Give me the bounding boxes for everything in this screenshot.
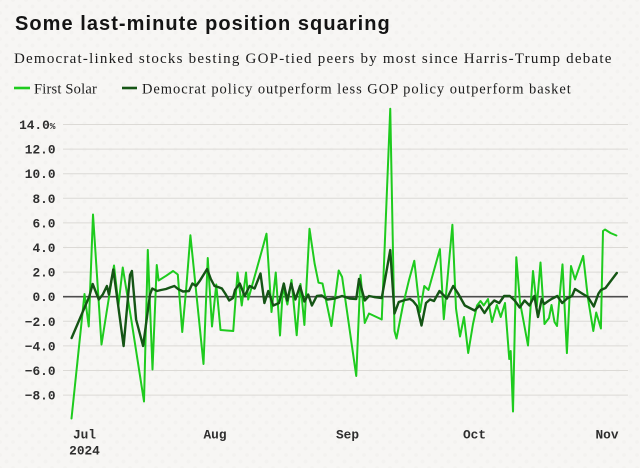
svg-text:12.0: 12.0 (25, 143, 56, 158)
svg-text:−4.0: −4.0 (25, 339, 56, 354)
svg-text:Some last-minute position squa: Some last-minute position squaring (15, 13, 391, 35)
svg-text:−6.0: −6.0 (25, 364, 56, 379)
svg-text:8.0: 8.0 (32, 192, 55, 207)
svg-text:Democrat-linked stocks besting: Democrat-linked stocks besting GOP-tied … (14, 51, 613, 67)
svg-text:−2.0: −2.0 (25, 315, 56, 330)
svg-text:4.0: 4.0 (32, 241, 55, 256)
svg-text:0.0: 0.0 (32, 290, 55, 305)
svg-text:6.0: 6.0 (32, 216, 55, 231)
svg-text:Jul: Jul (73, 428, 96, 443)
svg-text:Nov: Nov (595, 428, 618, 443)
svg-text:10.0: 10.0 (25, 167, 56, 182)
svg-text:First Solar: First Solar (34, 82, 97, 98)
svg-text:Aug: Aug (203, 428, 226, 443)
svg-text:2024: 2024 (69, 444, 100, 459)
svg-text:Democrat policy outperform les: Democrat policy outperform less GOP poli… (142, 82, 572, 98)
svg-text:−8.0: −8.0 (25, 389, 56, 404)
svg-text:14.0%: 14.0% (19, 118, 56, 133)
svg-text:Sep: Sep (336, 428, 359, 443)
svg-text:2.0: 2.0 (32, 266, 55, 281)
svg-text:Oct: Oct (463, 428, 486, 443)
